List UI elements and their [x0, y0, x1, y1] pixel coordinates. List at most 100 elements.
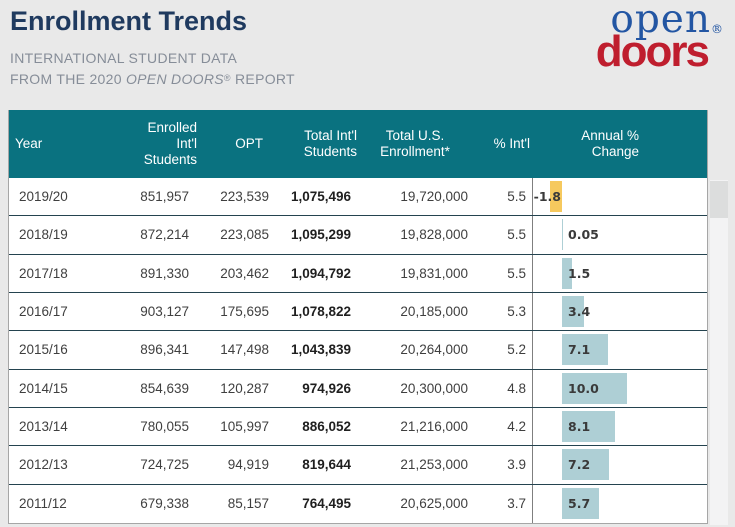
- annual-change-value: 3.4: [568, 304, 591, 320]
- cell-opt: 147,498: [220, 342, 269, 358]
- cell-total-us-enrollment: 20,264,000: [400, 342, 468, 358]
- annual-change-value: -1.8: [533, 189, 561, 205]
- cell-annual-pct-change: 5.7: [532, 484, 707, 523]
- cell-total-intl: 974,926: [302, 380, 351, 396]
- annual-change-bar[interactable]: [562, 257, 572, 289]
- column-header-annual-pct-change: Annual % Change: [581, 128, 639, 159]
- annual-change-bar[interactable]: [562, 487, 599, 519]
- cell-annual-pct-change: 8.1: [532, 407, 707, 446]
- cell-year: 2014/15: [19, 380, 68, 396]
- logo-open-word: open®: [590, 0, 725, 39]
- cell-pct-intl: 5.2: [507, 342, 526, 358]
- column-header-opt: OPT: [235, 136, 263, 151]
- annual-change-bar[interactable]: [562, 219, 563, 251]
- column-header-pct-intl: % Int'l: [493, 136, 530, 151]
- annual-change-value: 5.7: [568, 496, 591, 512]
- cell-total-us-enrollment: 19,828,000: [400, 227, 468, 243]
- annual-change-bar[interactable]: [562, 295, 584, 327]
- cell-annual-pct-change: 1.5: [532, 254, 707, 292]
- cell-pct-intl: 5.5: [507, 189, 526, 205]
- cell-opt: 223,539: [220, 189, 269, 205]
- annual-change-bar[interactable]: [562, 334, 608, 366]
- vertical-scrollbar[interactable]: [710, 180, 728, 525]
- table-row: 2016/17 903,127 175,695 1,078,822 20,185…: [9, 292, 707, 332]
- column-header-enrolled-intl: Enrolled Int'l Students: [143, 120, 197, 167]
- table-row: 2018/19 872,214 223,085 1,095,299 19,828…: [9, 216, 707, 255]
- annual-change-bar[interactable]: [562, 410, 615, 442]
- cell-pct-intl: 5.5: [507, 227, 526, 243]
- cell-opt: 85,157: [227, 496, 269, 512]
- subtitle-line1: INTERNATIONAL STUDENT DATA: [10, 50, 238, 66]
- annual-change-value: 0.05: [568, 227, 599, 243]
- cell-year: 2019/20: [19, 189, 68, 205]
- cell-total-us-enrollment: 20,185,000: [400, 304, 468, 320]
- annual-change-value: 10.0: [568, 380, 599, 396]
- table-header-row: Year Enrolled Int'l Students OPT Total I…: [9, 110, 707, 178]
- table-body: 2019/20 851,957 223,539 1,075,496 19,720…: [9, 178, 707, 523]
- annual-change-bar[interactable]: [550, 181, 562, 212]
- cell-year: 2015/16: [19, 342, 68, 358]
- cell-enrolled-intl: 780,055: [140, 419, 189, 435]
- logo-open-text: open: [610, 0, 711, 42]
- cell-year: 2012/13: [19, 457, 68, 473]
- cell-total-intl: 1,094,792: [290, 265, 351, 281]
- cell-enrolled-intl: 724,725: [140, 457, 189, 473]
- cell-annual-pct-change: 10.0: [532, 369, 707, 407]
- logo-registered-icon: ®: [711, 22, 723, 36]
- column-header-total-intl: Total Int'l Students: [303, 128, 357, 159]
- masthead: Enrollment Trends INTERNATIONAL STUDENT …: [0, 0, 735, 110]
- scrollbar-thumb[interactable]: [710, 181, 728, 218]
- cell-annual-pct-change: 0.05: [532, 216, 707, 254]
- page-title: Enrollment Trends: [10, 6, 248, 36]
- cell-opt: 105,997: [220, 419, 269, 435]
- cell-total-us-enrollment: 19,720,000: [400, 189, 468, 205]
- cell-total-intl: 819,644: [302, 457, 351, 473]
- cell-pct-intl: 3.7: [507, 496, 526, 512]
- cell-pct-intl: 3.9: [507, 457, 526, 473]
- cell-enrolled-intl: 896,341: [140, 342, 189, 358]
- annual-change-bar[interactable]: [562, 372, 627, 404]
- subtitle-prefix: FROM THE 2020: [10, 71, 126, 87]
- cell-total-us-enrollment: 20,625,000: [400, 496, 468, 512]
- cell-total-intl: 764,495: [302, 496, 351, 512]
- cell-enrolled-intl: 679,338: [140, 496, 189, 512]
- table-row: 2017/18 891,330 203,462 1,094,792 19,831…: [9, 254, 707, 293]
- cell-annual-pct-change: 3.4: [532, 292, 707, 331]
- table-row: 2012/13 724,725 94,919 819,644 21,253,00…: [9, 446, 707, 485]
- cell-pct-intl: 4.8: [507, 380, 526, 396]
- cell-year: 2013/14: [19, 419, 68, 435]
- registered-mark: ®: [223, 73, 231, 83]
- table-row: 2015/16 896,341 147,498 1,043,839 20,264…: [9, 331, 707, 370]
- cell-pct-intl: 4.2: [507, 419, 526, 435]
- annual-change-bar[interactable]: [562, 449, 609, 481]
- table-row: 2013/14 780,055 105,997 886,052 21,216,0…: [9, 407, 707, 447]
- annual-change-value: 7.1: [568, 342, 591, 358]
- cell-opt: 223,085: [220, 227, 269, 243]
- cell-annual-pct-change: -1.8: [532, 178, 707, 216]
- cell-total-intl: 1,078,822: [290, 304, 351, 320]
- subtitle-report-name: OPEN DOORS: [125, 71, 224, 87]
- logo-doors-word: doors: [595, 27, 710, 76]
- cell-total-us-enrollment: 19,831,000: [400, 265, 468, 281]
- cell-total-intl: 1,075,496: [290, 189, 351, 205]
- cell-year: 2017/18: [19, 265, 68, 281]
- cell-opt: 120,287: [220, 380, 269, 396]
- cell-total-us-enrollment: 20,300,000: [400, 380, 468, 396]
- cell-enrolled-intl: 903,127: [140, 304, 189, 320]
- subtitle-line2: FROM THE 2020 OPEN DOORS® REPORT: [10, 71, 295, 87]
- cell-annual-pct-change: 7.1: [532, 331, 707, 369]
- cell-total-us-enrollment: 21,253,000: [400, 457, 468, 473]
- enrollment-table: Year Enrolled Int'l Students OPT Total I…: [8, 110, 708, 524]
- cell-total-intl: 1,095,299: [290, 227, 351, 243]
- cell-total-intl: 886,052: [302, 419, 351, 435]
- cell-total-us-enrollment: 21,216,000: [400, 419, 468, 435]
- cell-year: 2016/17: [19, 304, 68, 320]
- cell-enrolled-intl: 851,957: [140, 189, 189, 205]
- cell-total-intl: 1,043,839: [290, 342, 351, 358]
- column-header-total-us-enrollment: Total U.S. Enrollment*: [380, 128, 450, 159]
- table-row: 2014/15 854,639 120,287 974,926 20,300,0…: [9, 369, 707, 408]
- cell-annual-pct-change: 7.2: [532, 446, 707, 484]
- column-header-year: Year: [15, 136, 43, 151]
- cell-opt: 175,695: [220, 304, 269, 320]
- cell-year: 2011/12: [19, 496, 67, 512]
